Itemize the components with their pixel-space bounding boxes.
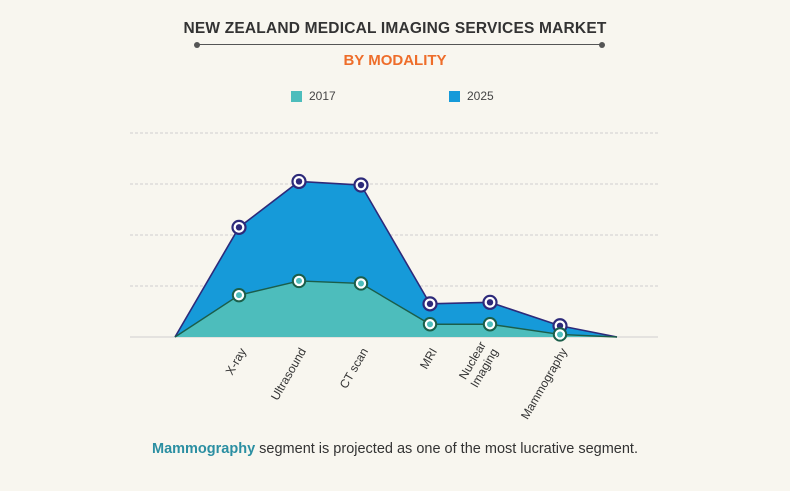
line-2017 [174,280,618,338]
x-tick-label-line: Mammography [518,346,570,422]
footnote: Mammography segment is projected as one … [0,441,790,457]
footnote-highlight: Mammography [152,441,256,457]
footnote-text: segment is projected as one of the most … [255,441,638,457]
divider-dot-right [599,42,605,48]
marker-2017-center-2 [358,280,364,287]
x-tick-label: CT scan [337,346,371,392]
chart-title: NEW ZEALAND MEDICAL IMAGING SERVICES MAR… [183,20,607,37]
marker-2025-center-2 [357,181,365,189]
x-tick-label: Mammography [518,346,570,422]
x-tick-label: Ultrasound [268,346,309,403]
x-tick-label-line: CT scan [337,346,371,392]
x-tick-label-line: Ultrasound [268,346,309,403]
legend-swatch-2017 [291,90,302,102]
area-2017 [175,280,617,337]
marker-2017-center-0 [236,292,242,299]
marker-2017-center-1 [296,277,302,284]
x-tick-label: X-ray [223,346,249,378]
legend-swatch-2025 [449,90,460,102]
legend-label-2025: 2025 [467,89,494,103]
divider-dot-left [194,42,200,48]
legend-label-2017: 2017 [309,89,336,103]
marker-2017-center-3 [427,321,433,328]
x-tick-label: MRI [417,346,440,372]
x-tick-label-line: X-ray [223,346,249,378]
marker-2025-center-4 [486,299,494,306]
marker-2025-center-1 [295,178,303,185]
x-tick-label: NuclearImaging [455,339,501,390]
legend-item-2025: 2025 [449,89,494,103]
x-tick-label-line: MRI [417,346,440,372]
title-divider [197,44,602,45]
marker-2025-center-3 [426,300,434,308]
marker-2025-center-0 [235,224,243,231]
marker-2017-center-5 [557,331,563,338]
line-2025 [174,180,618,338]
marker-2025-center-5 [556,322,564,329]
chart-subtitle: BY MODALITY [343,52,447,69]
marker-2017-center-4 [487,321,493,328]
legend-item-2017: 2017 [291,89,336,103]
